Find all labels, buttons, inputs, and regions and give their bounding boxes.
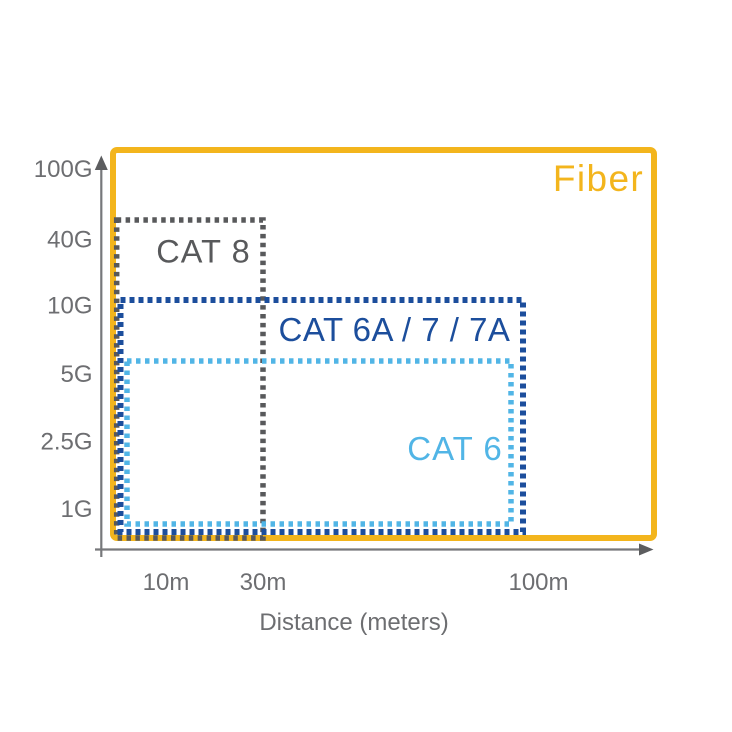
svg-text:1G: 1G [60, 496, 92, 523]
svg-text:40G: 40G [47, 227, 92, 254]
svg-text:100m: 100m [508, 569, 568, 596]
svg-text:10G: 10G [47, 293, 92, 320]
svg-text:2.5G: 2.5G [40, 429, 92, 456]
svg-text:CAT 8: CAT 8 [156, 234, 251, 270]
svg-text:Fiber: Fiber [553, 158, 644, 199]
svg-text:CAT 6A / 7 / 7A: CAT 6A / 7 / 7A [279, 311, 511, 348]
svg-text:30m: 30m [240, 569, 287, 596]
svg-text:5G: 5G [60, 361, 92, 388]
svg-text:10m: 10m [143, 569, 190, 596]
svg-text:100G: 100G [34, 156, 93, 183]
svg-text:CAT 6: CAT 6 [407, 430, 502, 467]
svg-text:Distance (meters): Distance (meters) [259, 609, 448, 636]
